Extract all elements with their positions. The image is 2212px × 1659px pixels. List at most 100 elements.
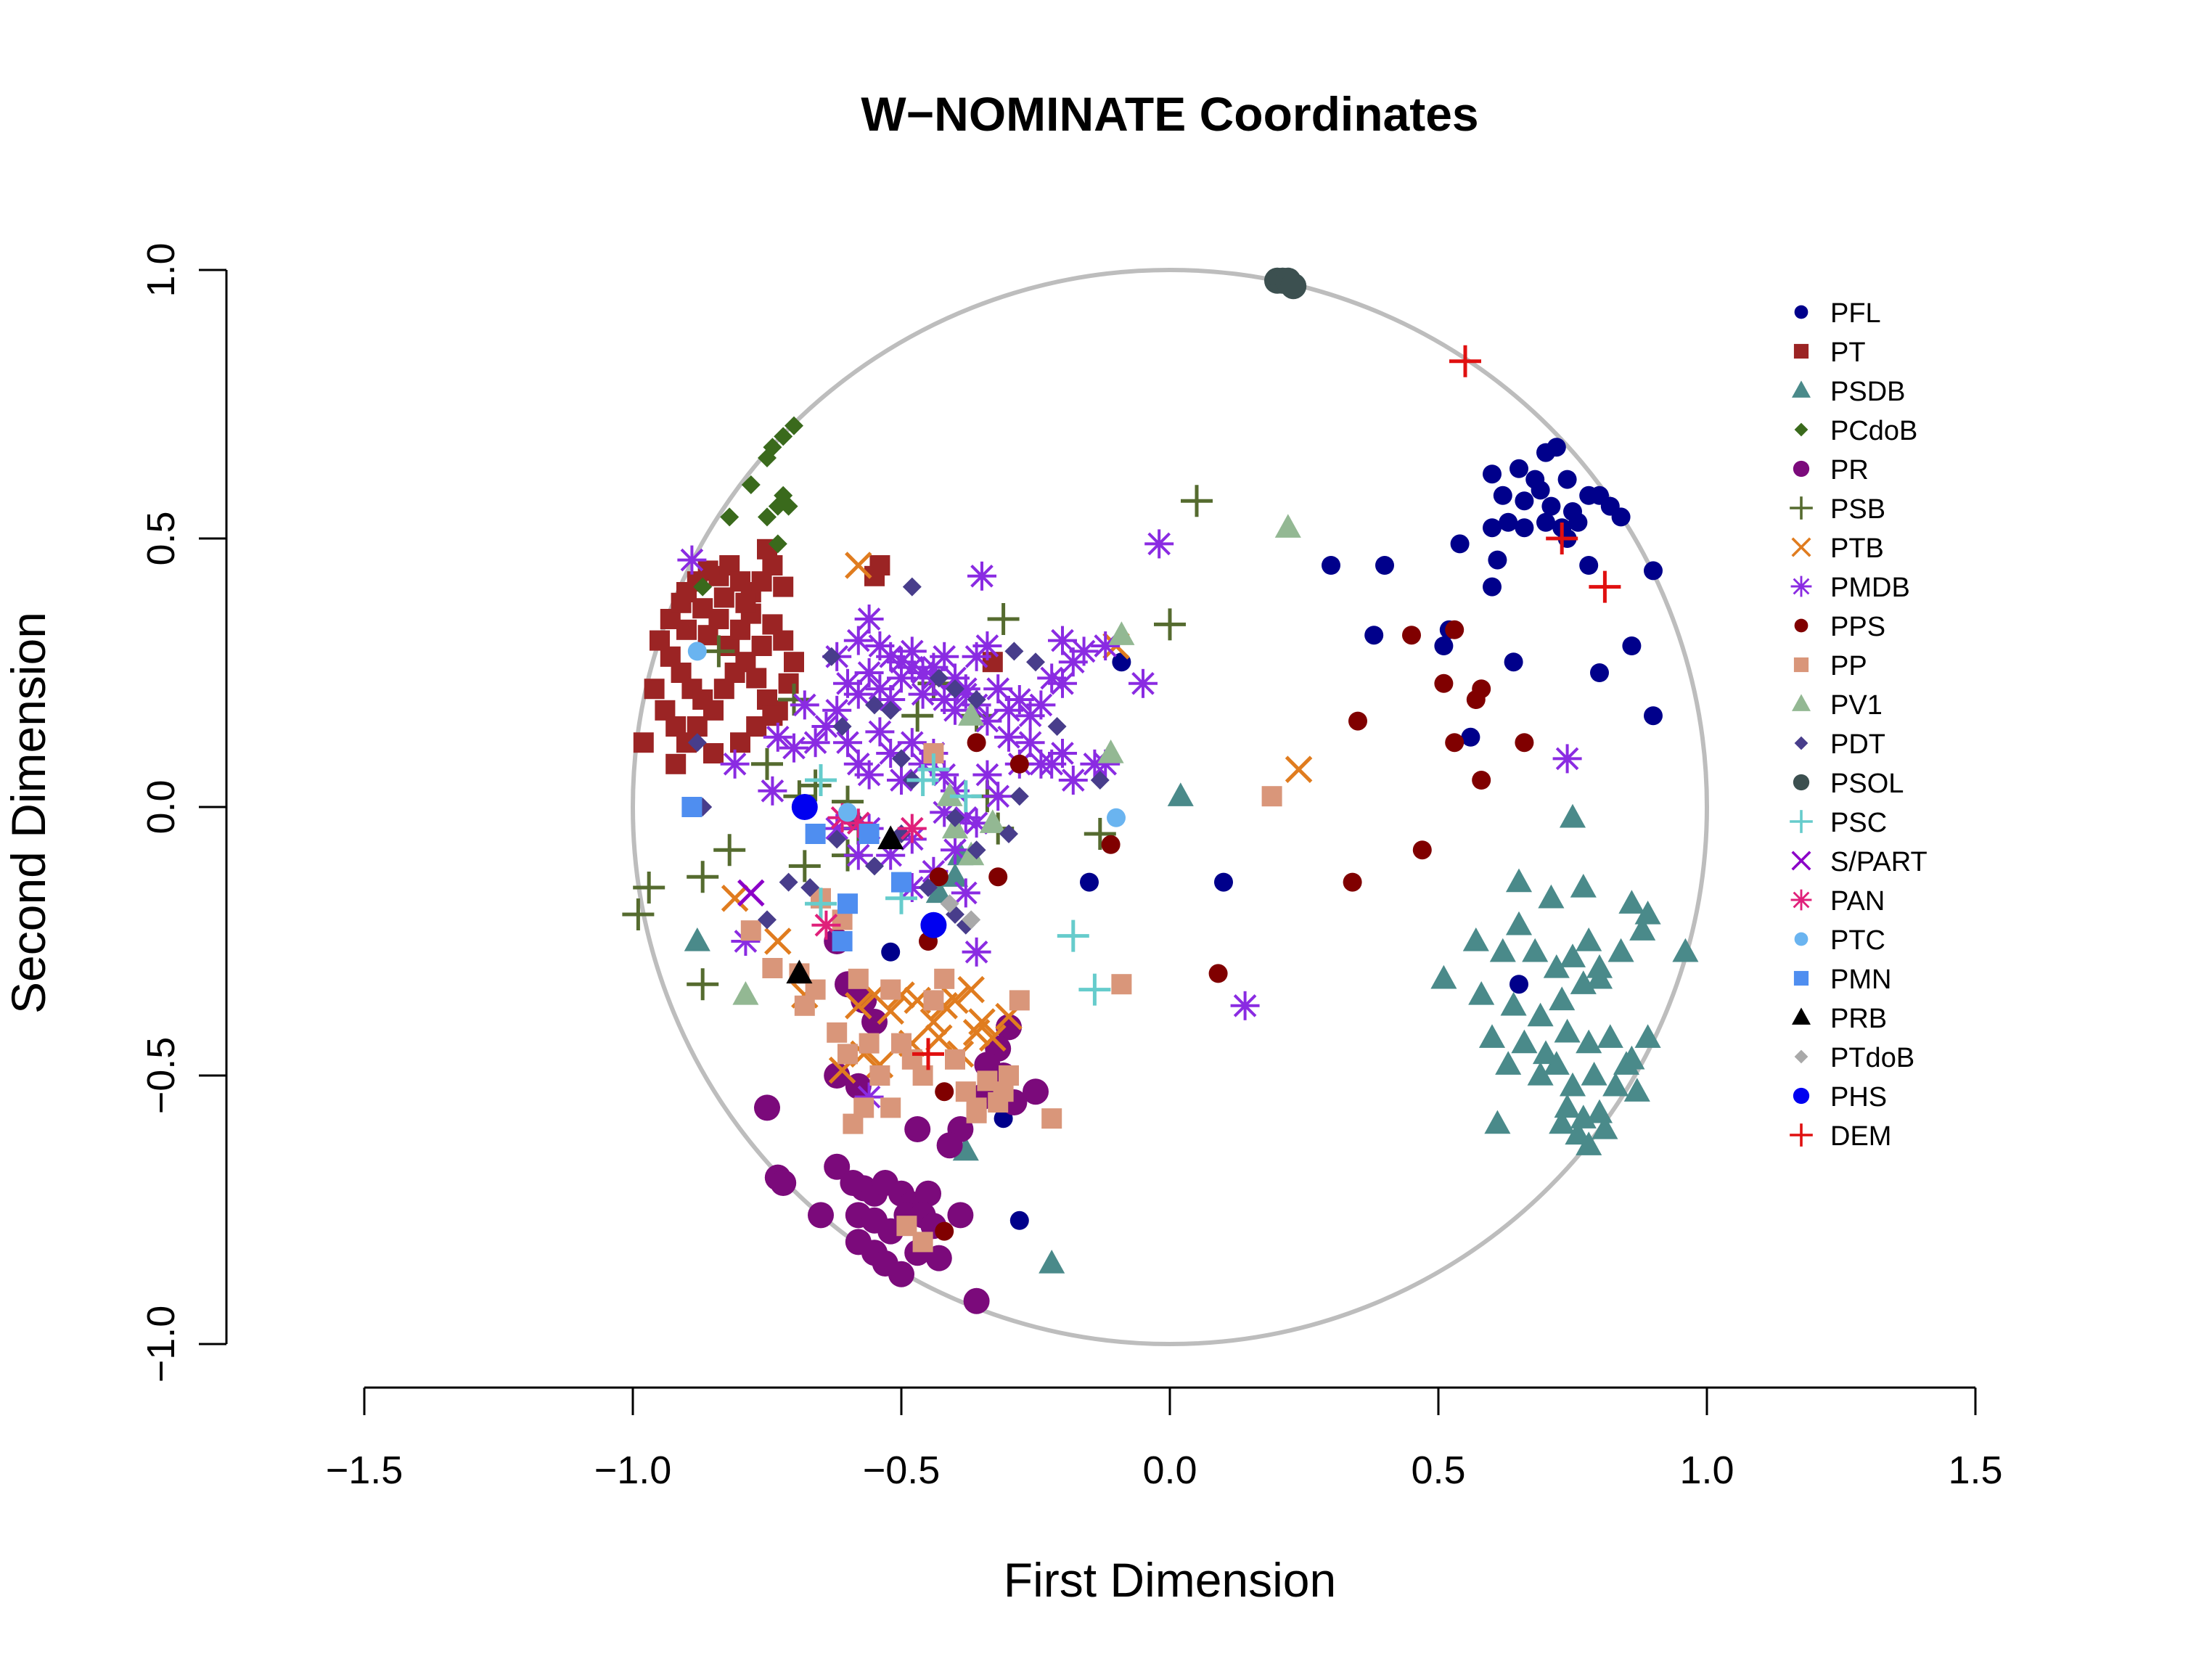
data-point xyxy=(1570,874,1597,898)
data-point xyxy=(762,958,783,978)
legend-item: DEM xyxy=(1790,1121,1891,1152)
legend-marker xyxy=(1793,343,1809,359)
data-point xyxy=(952,1136,979,1161)
legend-item: PTC xyxy=(1794,925,1885,956)
series-pmdb xyxy=(677,529,1582,1112)
data-point xyxy=(735,592,756,613)
legend-marker xyxy=(1794,305,1808,319)
data-point xyxy=(983,782,1013,811)
series-pmn xyxy=(681,797,912,951)
data-point xyxy=(1097,740,1124,763)
legend-item: PFL xyxy=(1794,298,1881,329)
data-point xyxy=(843,679,873,709)
data-point xyxy=(949,780,982,813)
data-point xyxy=(681,797,702,817)
data-point xyxy=(1622,636,1642,655)
legend-marker xyxy=(1794,618,1808,633)
legend-label: PDT xyxy=(1830,729,1885,760)
data-point xyxy=(1009,990,1030,1011)
data-point xyxy=(915,1180,941,1207)
data-point xyxy=(1090,771,1110,790)
data-point xyxy=(920,912,947,938)
data-point xyxy=(877,825,904,850)
y-axis: −1.0 −0.5 0.0 0.5 1.0 xyxy=(139,242,228,1382)
data-point xyxy=(1515,733,1534,753)
data-point xyxy=(929,668,949,688)
data-point xyxy=(770,1170,797,1196)
series-psdb xyxy=(684,782,1699,1274)
data-point xyxy=(790,690,819,720)
data-point xyxy=(1461,727,1480,747)
data-point xyxy=(1505,911,1533,935)
data-point xyxy=(1581,1062,1607,1086)
data-point xyxy=(1527,1062,1554,1086)
data-point xyxy=(676,619,697,640)
legend-marker xyxy=(1792,1007,1811,1025)
data-point xyxy=(1634,901,1661,925)
legend-marker xyxy=(1790,1123,1813,1147)
legend-marker xyxy=(1794,422,1808,437)
data-point xyxy=(1493,486,1512,505)
legend-label: PFL xyxy=(1830,298,1881,329)
data-point xyxy=(720,749,750,779)
series-ptb xyxy=(721,552,1313,1084)
data-point xyxy=(1597,1024,1623,1048)
data-point xyxy=(1590,663,1609,682)
data-point xyxy=(713,834,746,867)
data-point xyxy=(1057,919,1089,952)
data-point xyxy=(865,856,884,876)
data-point xyxy=(751,747,783,780)
data-point xyxy=(853,1097,874,1118)
legend-marker xyxy=(1794,736,1808,750)
data-point xyxy=(1167,782,1194,806)
data-point xyxy=(762,705,783,726)
legend-label: PMDB xyxy=(1830,573,1910,603)
legend-marker xyxy=(1793,460,1810,478)
data-point xyxy=(1128,668,1158,698)
data-point xyxy=(897,814,927,843)
data-point xyxy=(1402,626,1421,645)
data-point xyxy=(1557,470,1577,489)
data-point xyxy=(1515,518,1534,538)
data-point xyxy=(1634,1024,1661,1048)
data-point xyxy=(785,416,803,435)
data-point xyxy=(917,753,950,786)
data-point xyxy=(929,867,949,887)
data-point xyxy=(1589,570,1621,603)
x-tick-marks xyxy=(363,1388,1977,1415)
data-point xyxy=(808,1202,834,1229)
data-point xyxy=(941,863,969,887)
data-point xyxy=(740,920,761,941)
data-point xyxy=(1445,620,1465,639)
data-point xyxy=(774,427,793,446)
legend-marker xyxy=(1792,380,1811,398)
data-point xyxy=(1546,523,1578,554)
data-point xyxy=(720,507,740,527)
data-point xyxy=(963,1287,990,1314)
data-point xyxy=(1004,685,1034,714)
data-point xyxy=(832,931,853,951)
data-point xyxy=(1412,840,1432,860)
data-point xyxy=(993,1081,1014,1102)
series-ptdob xyxy=(940,894,981,930)
data-point xyxy=(1069,636,1099,666)
chart-title: W−NOMINATE Coordinates xyxy=(861,87,1478,141)
data-point xyxy=(958,702,985,726)
data-point xyxy=(1285,755,1313,783)
data-point xyxy=(1080,872,1099,892)
data-point xyxy=(925,879,952,904)
series-phs xyxy=(791,794,947,938)
data-point xyxy=(1041,1108,1062,1129)
y-tick-label: 0.0 xyxy=(139,779,183,834)
data-point xyxy=(935,1082,954,1102)
data-point xyxy=(1510,459,1528,478)
data-point xyxy=(1154,608,1186,641)
data-point xyxy=(994,722,1023,752)
data-point xyxy=(1531,480,1550,500)
data-point xyxy=(1322,556,1340,575)
legend-label: PSDB xyxy=(1830,377,1905,407)
data-point xyxy=(902,577,922,597)
legend-marker xyxy=(1790,810,1813,833)
data-point xyxy=(1048,739,1077,768)
data-point xyxy=(854,658,884,687)
